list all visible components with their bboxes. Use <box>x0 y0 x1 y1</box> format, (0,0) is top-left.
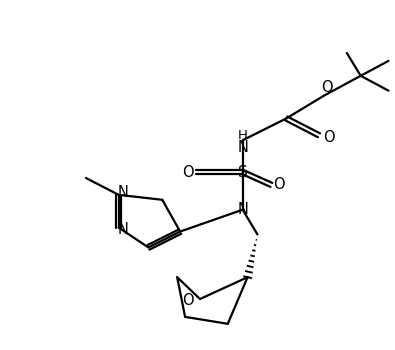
Text: H: H <box>238 129 248 142</box>
Text: O: O <box>273 177 285 192</box>
Text: S: S <box>238 164 248 180</box>
Text: O: O <box>182 164 194 180</box>
Text: N: N <box>237 140 248 155</box>
Text: O: O <box>182 294 194 308</box>
Text: O: O <box>321 80 333 95</box>
Text: O: O <box>323 130 335 145</box>
Text: N: N <box>237 202 248 217</box>
Text: N: N <box>117 222 128 237</box>
Text: N: N <box>117 186 128 200</box>
